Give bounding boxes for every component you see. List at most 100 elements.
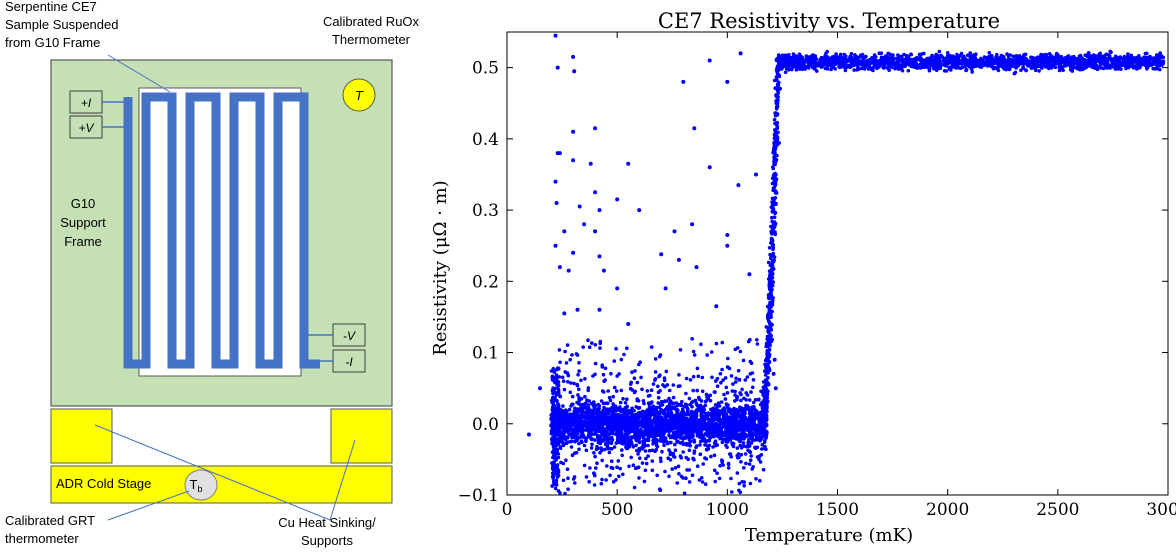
data-point — [644, 461, 649, 466]
data-point — [727, 432, 732, 437]
data-point — [748, 418, 752, 422]
data-point — [723, 397, 728, 401]
grt-label-line2: thermometer — [5, 531, 79, 546]
data-point — [745, 418, 749, 422]
data-point — [773, 230, 777, 234]
data-point — [589, 436, 593, 441]
data-point — [600, 419, 605, 423]
data-point — [720, 367, 724, 372]
data-point — [764, 387, 769, 391]
data-point — [726, 462, 731, 467]
data-point — [551, 386, 555, 391]
data-point — [663, 469, 667, 474]
data-point — [706, 394, 710, 399]
data-point — [677, 472, 681, 476]
data-point — [662, 437, 666, 441]
data-point — [660, 432, 664, 437]
data-point — [580, 424, 585, 429]
data-point — [660, 449, 664, 454]
data-point — [552, 460, 556, 464]
data-point — [588, 431, 593, 436]
data-point — [641, 424, 646, 429]
data-point — [610, 424, 614, 428]
data-point — [650, 468, 655, 473]
data-point — [651, 441, 655, 446]
data-point — [667, 396, 671, 401]
data-point — [684, 418, 689, 423]
data-point — [770, 300, 774, 305]
data-point — [687, 448, 692, 453]
data-point — [613, 418, 617, 422]
data-point — [603, 442, 608, 447]
data-point — [643, 468, 648, 473]
data-point — [688, 378, 693, 382]
data-point — [640, 387, 644, 392]
data-point — [691, 388, 695, 393]
data-point — [619, 388, 624, 393]
data-point — [627, 442, 632, 447]
data-point — [763, 444, 767, 449]
data-point — [748, 458, 753, 463]
data-point — [607, 395, 612, 400]
data-point — [772, 155, 776, 159]
data-point — [580, 433, 584, 438]
terminal-minus-i-label: -I — [345, 355, 353, 369]
data-point — [555, 406, 560, 410]
data-point — [719, 426, 724, 431]
data-point — [557, 348, 562, 352]
data-point — [773, 141, 777, 145]
data-point — [737, 377, 742, 382]
data-point — [649, 426, 654, 431]
data-point — [661, 425, 665, 430]
data-point — [766, 295, 771, 300]
data-point — [777, 88, 781, 92]
data-point — [566, 373, 571, 378]
data-point — [641, 436, 646, 440]
data-point — [558, 445, 563, 449]
data-point — [662, 399, 667, 404]
data-point — [705, 353, 709, 357]
data-point — [568, 357, 572, 362]
data-point — [658, 389, 662, 393]
data-point — [567, 407, 572, 412]
data-point — [657, 416, 661, 421]
data-point — [738, 438, 743, 443]
data-point — [642, 441, 646, 446]
data-point — [618, 400, 623, 405]
data-point — [619, 441, 623, 445]
data-point — [749, 361, 754, 366]
data-point — [701, 410, 706, 414]
data-point — [659, 459, 663, 464]
data-point — [553, 486, 558, 491]
data-point — [761, 402, 765, 407]
data-point — [555, 470, 559, 474]
data-point — [756, 425, 760, 430]
data-point — [718, 371, 723, 376]
data-point — [633, 423, 638, 427]
data-point — [744, 461, 748, 466]
data-point — [558, 491, 562, 495]
data-point — [696, 432, 700, 436]
data-point — [770, 283, 775, 288]
data-point — [642, 401, 646, 406]
data-point — [1005, 52, 1009, 56]
data-point — [660, 420, 665, 425]
data-point — [569, 432, 573, 436]
data-point — [573, 481, 577, 485]
data-point — [773, 159, 778, 163]
data-point — [663, 412, 668, 416]
data-point — [601, 408, 605, 413]
data-point — [645, 389, 650, 393]
data-point — [737, 423, 741, 428]
data-point — [611, 431, 615, 436]
data-point — [658, 456, 663, 461]
data-point — [587, 399, 591, 403]
data-point — [676, 464, 681, 469]
data-point — [631, 463, 636, 468]
data-point — [662, 417, 667, 421]
grt-label-line1: Calibrated GRT — [5, 513, 95, 528]
data-point — [570, 453, 575, 458]
data-point — [753, 422, 757, 427]
y-axis-label: Resistivity (μΩ · m) — [430, 180, 451, 355]
data-point — [583, 410, 587, 415]
